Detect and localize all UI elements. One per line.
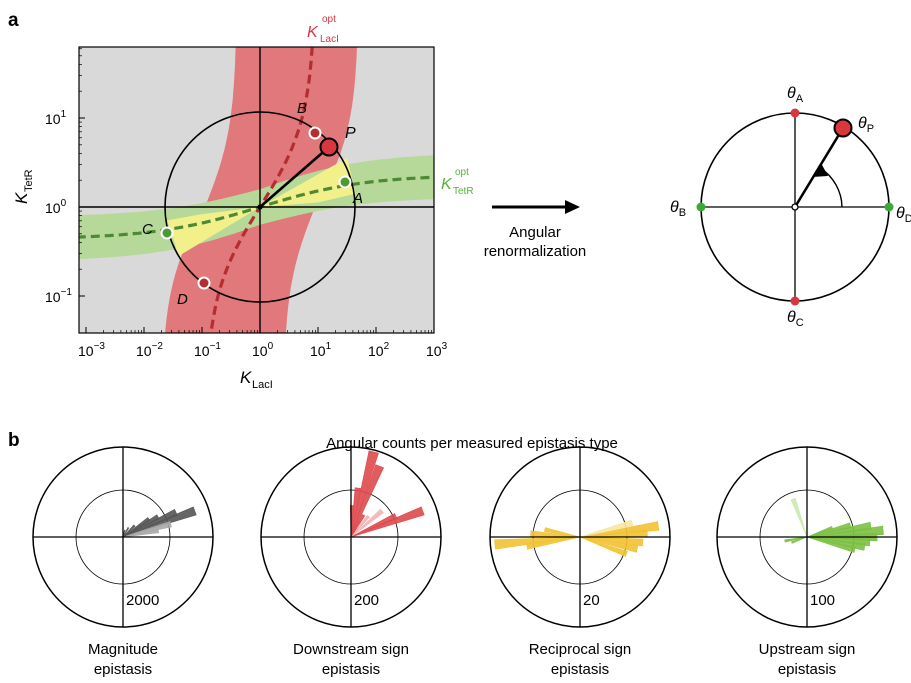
polar-bar: [526, 536, 581, 550]
origin-dot: [257, 204, 263, 210]
polar-title-line2: epistasis: [94, 661, 152, 678]
angular-point-d: [884, 202, 894, 212]
yellow-region-left: [167, 207, 260, 256]
polar-charts: 2000 Magnitude epistasis 200 Downstream sign…: [32, 446, 898, 678]
polar-bar: [579, 519, 634, 538]
point-c-label: C: [142, 221, 153, 238]
tetr-curve-label-sub: TetR: [453, 186, 474, 197]
theta-a-label: θA: [787, 85, 804, 105]
polar-bar: [122, 528, 160, 538]
x-tick-label: 10−1: [194, 341, 221, 359]
x-tick-label: 10−2: [136, 341, 163, 359]
angular-origin: [791, 203, 799, 211]
polar-bar: [806, 525, 834, 538]
x-tick-label: 100: [252, 341, 274, 359]
arrow-label-line2: renormalization: [484, 243, 587, 260]
angular-point-a: [790, 108, 800, 118]
polar-scale-label: 2000: [126, 592, 159, 609]
theta-d-label: θD: [896, 205, 911, 225]
y-tick-label: 10−1: [45, 287, 72, 305]
polar-bar: [122, 524, 136, 538]
arrow-label-line1: Angular: [509, 224, 561, 241]
polar-bar: [784, 536, 808, 543]
x-tick-label: 102: [368, 341, 390, 359]
laci-optimum-curve: [209, 47, 314, 333]
svg-text:K: K: [12, 192, 31, 204]
y-tick-label: 100: [45, 198, 67, 216]
theta-c-label: θC: [787, 309, 804, 329]
panel-a-plot: A B C D P K opt LacI K opt TetR K LacI K…: [12, 14, 474, 391]
polar-bar: [544, 527, 581, 538]
point-a: [338, 175, 352, 189]
angular-diagram: θA θB θC θD θP: [670, 85, 911, 329]
y-axis-label: K TetR: [12, 169, 35, 204]
polar-bar: [122, 517, 151, 538]
polar-bar: [350, 513, 398, 538]
polar-bar: [122, 526, 130, 538]
vector-to-p: [259, 146, 330, 208]
tetr-curve-label-sup: opt: [455, 167, 469, 178]
x-axis-label: K: [240, 368, 252, 387]
x-tick-label: 103: [426, 341, 448, 359]
laci-curve-label-sub: LacI: [320, 34, 339, 45]
polar-scale-label: 100: [810, 592, 835, 609]
laci-curve-label-sup: opt: [322, 14, 336, 25]
svg-text:TetR: TetR: [23, 169, 35, 192]
polar-bar: [350, 514, 366, 538]
theta-p-label: θP: [858, 115, 874, 135]
theta-b-label: θB: [670, 199, 686, 219]
plot-a-tick-labels: 10−3 10−2 10−1 100 101 102 103 10−1 100 101: [45, 109, 448, 359]
point-d-label: D: [177, 291, 188, 308]
point-a-label: A: [352, 190, 363, 207]
point-b-label: B: [297, 100, 307, 117]
polar-bar: [350, 514, 370, 538]
polar-chart: 200 Downstream sign epistasis: [260, 446, 442, 678]
polar-chart: 100 Upstream sign epistasis: [716, 446, 898, 678]
polar-title-line2: epistasis: [551, 661, 609, 678]
polar-title-line1: Reciprocal sign: [529, 641, 632, 658]
polar-chart: 2000 Magnitude epistasis: [32, 446, 214, 678]
polar-bar: [791, 536, 808, 544]
x-tick-label: 10−3: [78, 341, 105, 359]
polar-chart: 20 Reciprocal sign epistasis: [489, 446, 671, 678]
panel-b-label: b: [8, 430, 20, 451]
polar-bar: [350, 450, 379, 538]
angular-point-c: [790, 296, 800, 306]
panel-a-label: a: [8, 10, 19, 31]
point-p-label: P: [345, 125, 356, 142]
point-b: [308, 126, 322, 140]
renormalization-arrow: Angular renormalization: [484, 200, 587, 260]
unit-circle: [164, 111, 356, 303]
angular-point-p: [833, 118, 853, 138]
polar-title-line1: Magnitude: [88, 641, 158, 658]
laci-curve-label: K: [307, 24, 319, 41]
plot-a-ticks: [79, 48, 435, 333]
panel-b-title: Angular counts per measured epistasis ty…: [326, 435, 618, 452]
polar-bar: [350, 508, 384, 538]
polar-bar: [579, 536, 628, 557]
angular-point-b: [696, 202, 706, 212]
x-tick-label: 101: [310, 341, 332, 359]
polar-scale-label: 200: [354, 592, 379, 609]
tetr-optimum-curve: [79, 175, 434, 239]
angle-arc-arrowhead: [812, 163, 828, 177]
yellow-region-right: [260, 158, 356, 207]
y-tick-label: 101: [45, 109, 67, 127]
polar-bar: [790, 497, 808, 538]
point-p: [319, 137, 339, 157]
point-c: [160, 226, 174, 240]
polar-title-line2: epistasis: [778, 661, 836, 678]
polar-title-line2: epistasis: [322, 661, 380, 678]
plot-a-frame: [78, 46, 435, 334]
x-axis-label-sub: LacI: [252, 379, 273, 391]
polar-bar: [579, 536, 639, 553]
polar-scale-label: 20: [583, 592, 600, 609]
tetr-curve-label: K: [441, 176, 453, 193]
polar-bar: [350, 464, 385, 538]
polar-title-line1: Downstream sign: [293, 641, 409, 658]
point-d: [197, 276, 211, 290]
polar-title-line1: Upstream sign: [759, 641, 856, 658]
polar-bar: [806, 536, 856, 553]
